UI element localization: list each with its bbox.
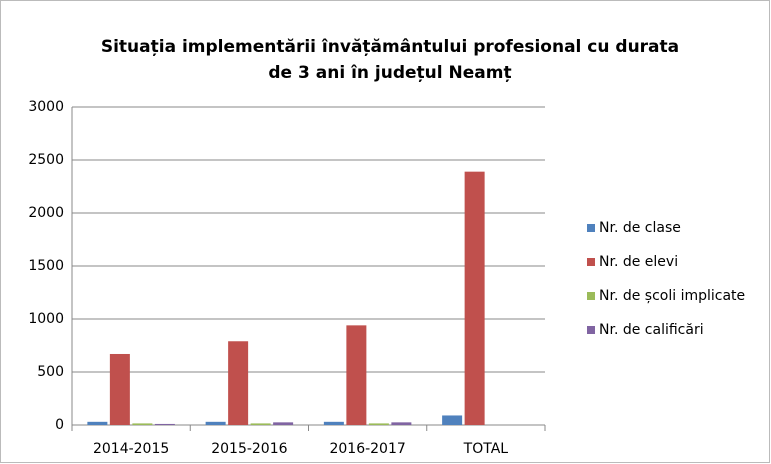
bar — [442, 415, 463, 425]
bar — [368, 423, 389, 425]
x-tick-label: 2014-2015 — [93, 441, 169, 457]
y-tick-label: 0 — [55, 417, 64, 433]
y-tick-label: 500 — [37, 364, 64, 380]
legend-swatch — [587, 224, 595, 232]
legend-label: Nr. de elevi — [599, 254, 678, 270]
bar — [132, 423, 153, 425]
y-tick-label: 1000 — [28, 311, 64, 327]
bar — [228, 341, 249, 425]
legend-label: Nr. de calificări — [599, 322, 704, 338]
y-tick-label: 2000 — [28, 205, 64, 221]
legend-swatch — [587, 326, 595, 334]
y-tick-label: 1500 — [28, 258, 64, 274]
bar — [273, 422, 294, 425]
bar — [154, 423, 175, 425]
bar — [109, 353, 130, 425]
legend-swatch — [587, 258, 595, 266]
x-tick-label: 2015-2016 — [211, 441, 287, 457]
legend-label: Nr. de școli implicate — [599, 288, 745, 304]
y-tick-label: 2500 — [28, 152, 64, 168]
bar — [346, 325, 367, 425]
bar — [205, 421, 226, 425]
y-tick-label: 3000 — [28, 99, 64, 115]
bar — [391, 422, 412, 425]
bar — [250, 423, 271, 425]
legend-swatch — [587, 292, 595, 300]
x-tick-label: 2016-2017 — [329, 441, 405, 457]
chart-title: Situația implementării învățământului pr… — [100, 37, 680, 83]
bar — [87, 421, 108, 425]
bar — [323, 421, 344, 425]
x-tick-label: TOTAL — [463, 441, 509, 457]
bar — [464, 171, 485, 425]
legend-label: Nr. de clase — [599, 220, 681, 236]
